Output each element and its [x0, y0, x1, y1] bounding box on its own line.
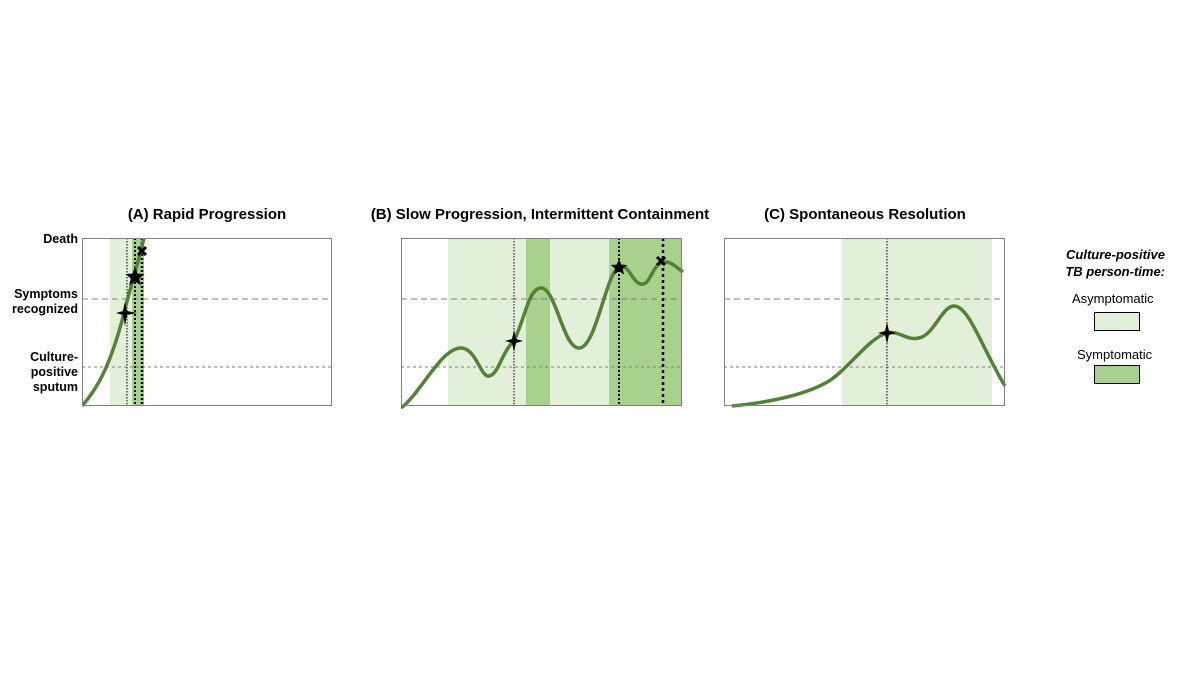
panel-a-title: (A) Rapid Progression: [127, 206, 287, 223]
legend-symptomatic-label: Symptomatic: [1077, 347, 1153, 362]
legend-title: Culture-positive TB person-time:: [1040, 246, 1165, 280]
panel-b-culture-positive-marker-icon: [505, 330, 523, 352]
y-label-symptoms-line2: recognized: [12, 302, 78, 316]
y-label-culture-line3: sputum: [32, 380, 78, 394]
legend-title-line2: TB person-time:: [1065, 264, 1165, 279]
y-label-symptoms-recognized: Symptoms recognized: [0, 287, 78, 317]
panel-c-disease-curve: [731, 304, 1007, 408]
panel-c-title: (C) Spontaneous Resolution: [764, 206, 966, 223]
legend-title-line1: Culture-positive: [1066, 247, 1165, 262]
panel-a-culture-positive-marker-icon: [116, 302, 137, 326]
panel-a-death-marker-icon: [136, 245, 148, 257]
y-label-culture-positive-sputum: Culture- positive sputum: [0, 350, 78, 395]
panel-b-frame: [401, 238, 682, 406]
panel-c-culture-positive-marker-icon: [878, 322, 896, 344]
panel-a-frame: [82, 238, 332, 406]
legend-asymptomatic-label: Asymptomatic: [1072, 291, 1154, 306]
panel-c-diagram: [724, 238, 1007, 408]
legend-symptomatic-swatch: [1094, 365, 1140, 384]
panel-b-death-marker-icon: [655, 255, 667, 267]
panel-a-diagram: [82, 238, 332, 408]
panel-c-frame: [724, 238, 1005, 406]
y-label-death: Death: [43, 232, 78, 246]
panel-b-title: (B) Slow Progression, Intermittent Conta…: [370, 206, 710, 223]
y-label-culture-line2: positive: [30, 365, 78, 379]
y-label-symptoms-line1: Symptoms: [14, 287, 78, 301]
panel-b-diagram: [401, 238, 685, 410]
panel-b-disease-curve: [401, 260, 685, 410]
legend-asymptomatic-swatch: [1094, 312, 1140, 331]
panel-b-symptomatic-period-1: [526, 238, 550, 406]
panel-a-symptom-recognition-marker-icon: [125, 267, 145, 286]
panel-b-symptom-recognition-marker-icon: [610, 259, 628, 275]
y-label-culture-line1: Culture-: [30, 350, 78, 364]
panel-c-asymptomatic-period: [842, 238, 992, 406]
